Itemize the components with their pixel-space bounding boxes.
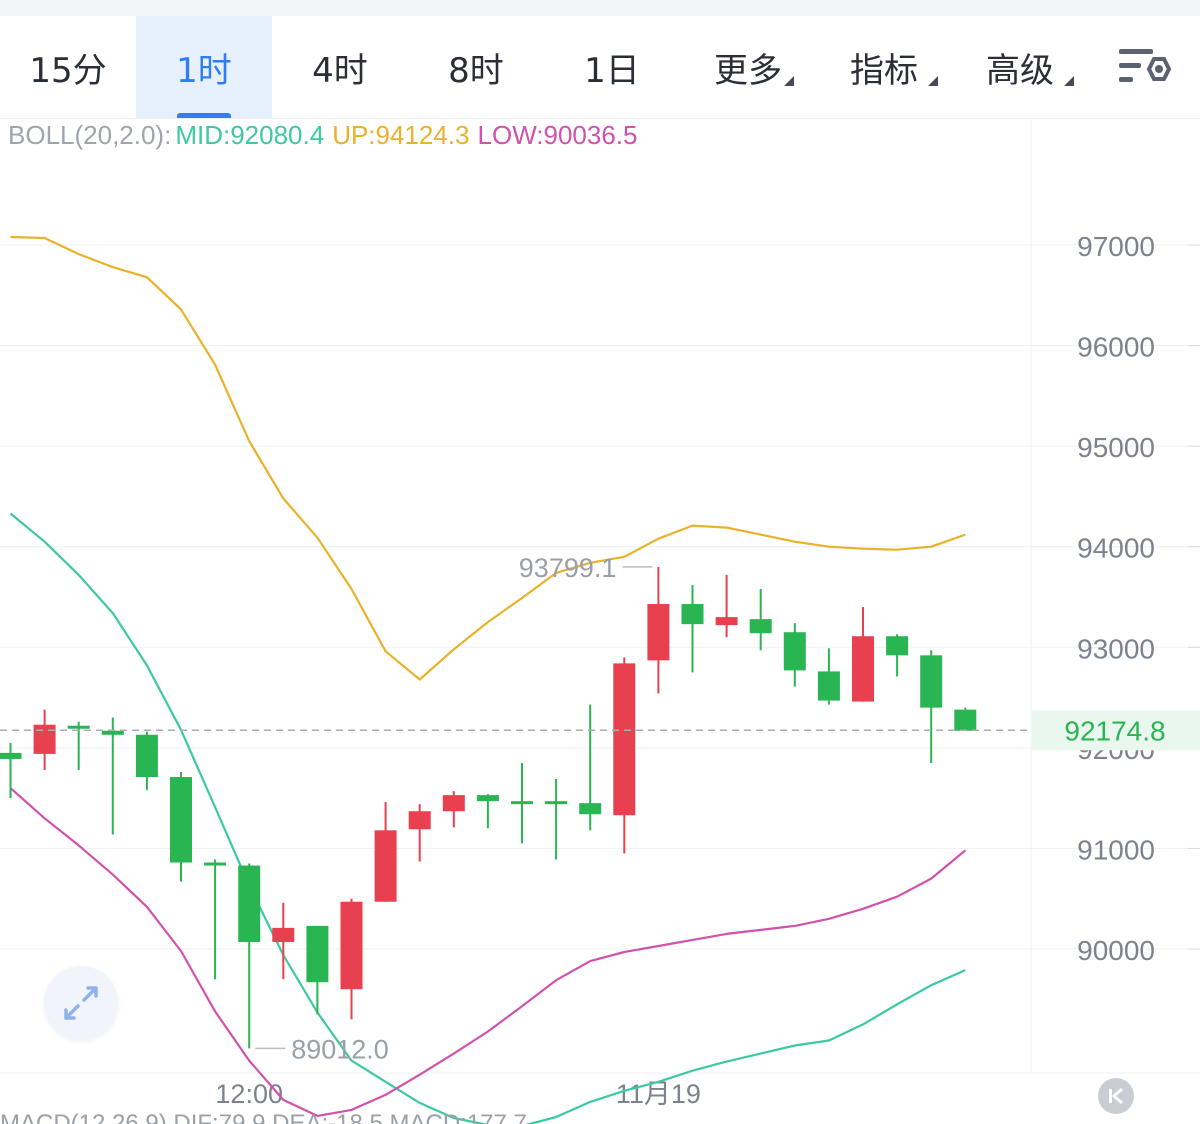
tab-label: 更多	[714, 50, 782, 91]
tab-4hour[interactable]: 4时	[272, 16, 408, 118]
macd-indicator-legend: MACD(12,26,9) DIF:79.9 DEA:-18.5 MACD:17…	[0, 1112, 527, 1124]
candle-body	[0, 752, 22, 759]
candle-body	[306, 925, 329, 983]
tab-label: 高级	[986, 50, 1054, 91]
y-tick-label: 95000	[1077, 432, 1155, 463]
chart-settings-icon	[1119, 49, 1172, 82]
candle-body	[442, 795, 465, 812]
tab-advanced[interactable]: 高级	[952, 16, 1088, 118]
y-tick-label: 97000	[1077, 231, 1155, 262]
boll-lower-line	[9, 787, 967, 1118]
tab-1day[interactable]: 1日	[544, 16, 680, 118]
boll-name: BOLL(20,2.0):	[8, 120, 172, 150]
y-tick-label: 91000	[1077, 834, 1155, 865]
boll-mid-value: MID:92080.4	[175, 120, 325, 150]
expand-chart-button[interactable]	[44, 966, 118, 1040]
low-marker-label: 89012.0	[291, 1034, 389, 1064]
macd-values: MACD(12,26,9) DIF:79.9 DEA:-18.5 MACD:17…	[0, 1112, 527, 1124]
candle-body	[545, 801, 568, 805]
candle-body	[476, 795, 499, 802]
candle-body	[511, 801, 533, 805]
y-tick-label: 90000	[1077, 935, 1155, 966]
status-strip	[0, 0, 1200, 16]
candle-body	[852, 636, 874, 702]
x-tick-label: 11月19	[616, 1079, 701, 1109]
period-toolbar: 15分 1时 4时 8时 1日 更多 指标 高级	[0, 0, 1200, 119]
candle-body	[681, 604, 704, 625]
y-tick-label: 96000	[1077, 332, 1155, 363]
boll-upper-line	[10, 235, 966, 681]
candle-body	[135, 734, 158, 778]
high-marker-label: 93799.1	[519, 553, 617, 583]
back-to-latest-button[interactable]	[1098, 1078, 1134, 1114]
candle-body	[920, 655, 943, 708]
tab-label: 1日	[584, 50, 640, 91]
tab-indicators[interactable]: 指标	[816, 16, 952, 118]
candle-body	[204, 862, 227, 866]
candle-body	[783, 632, 806, 671]
tab-1hour[interactable]: 1时	[136, 16, 272, 118]
tab-label: 4时	[312, 50, 368, 91]
candle-body	[170, 777, 192, 863]
y-tick-label: 93000	[1077, 633, 1155, 664]
boll-up-value: UP:94124.3	[332, 120, 470, 150]
tab-label: 8时	[448, 50, 504, 91]
y-tick-label: 94000	[1077, 533, 1155, 564]
current-price-label: 92174.8	[1064, 715, 1165, 746]
boll-low-value: LOW:90036.5	[477, 120, 638, 150]
candle-body	[238, 865, 261, 942]
tab-label: 指标	[850, 50, 918, 91]
dropdown-corner-icon	[784, 76, 794, 86]
rewind-icon	[1109, 1087, 1123, 1105]
candle-body	[954, 709, 977, 731]
tab-label: 15分	[29, 50, 107, 91]
current-price-tag	[1032, 710, 1200, 751]
expand-icon	[64, 986, 98, 1020]
candle-body	[886, 636, 909, 656]
x-tick-label: 12:00	[215, 1079, 283, 1109]
dropdown-corner-icon	[928, 76, 938, 86]
tab-more[interactable]: 更多	[680, 16, 816, 118]
tab-8hour[interactable]: 8时	[408, 16, 544, 118]
candle-body	[33, 724, 56, 754]
active-tab-indicator	[177, 113, 231, 118]
candle-body	[408, 811, 431, 830]
boll-mid-line	[9, 512, 966, 1124]
dropdown-corner-icon	[1064, 76, 1074, 86]
candle-body	[749, 619, 772, 634]
chart-settings-button[interactable]	[1100, 16, 1190, 118]
tab-15min[interactable]: 15分	[0, 16, 136, 118]
candle-body	[817, 671, 840, 701]
candle-body	[374, 830, 397, 902]
candle-body	[579, 803, 602, 815]
candle-body	[67, 725, 90, 729]
candle-body	[613, 663, 636, 816]
tab-label: 1时	[176, 50, 232, 91]
candle-body	[647, 604, 670, 661]
candle-body	[101, 730, 124, 735]
candle-body	[340, 901, 363, 990]
boll-indicator-legend: BOLL(20,2.0): MID:92080.4 UP:94124.3 LOW:90…	[8, 120, 645, 151]
candle-body	[272, 927, 295, 942]
candle-body	[715, 617, 738, 626]
